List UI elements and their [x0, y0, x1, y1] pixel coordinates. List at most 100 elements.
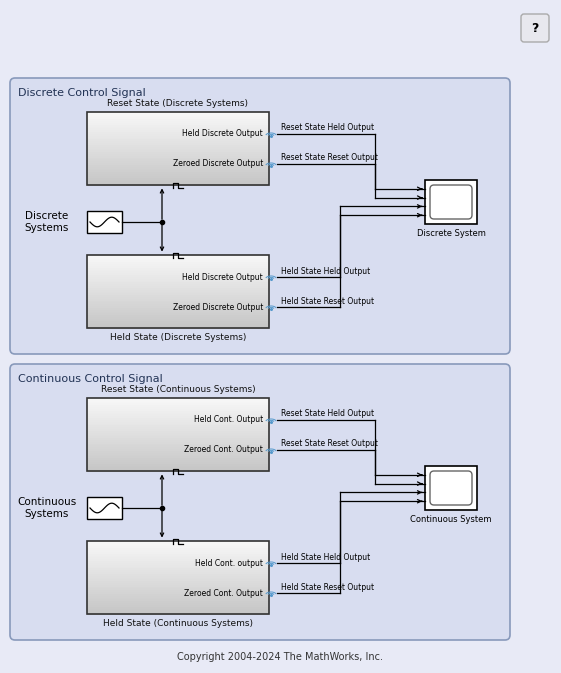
Bar	[87, 431, 269, 433]
Bar	[87, 444, 269, 446]
Bar	[87, 592, 269, 594]
Bar	[87, 405, 269, 408]
Bar	[87, 559, 269, 561]
Bar	[87, 258, 269, 261]
Bar	[87, 262, 269, 264]
Bar	[87, 556, 269, 558]
Bar	[87, 416, 269, 419]
FancyBboxPatch shape	[430, 471, 472, 505]
Text: Held State (Discrete Systems): Held State (Discrete Systems)	[110, 332, 246, 341]
Bar	[87, 462, 269, 464]
Bar	[87, 409, 269, 411]
Bar	[87, 572, 269, 574]
Bar	[87, 174, 269, 176]
Bar	[87, 277, 269, 279]
Bar	[87, 570, 269, 573]
Bar	[87, 310, 269, 312]
Bar	[425, 466, 477, 510]
Text: Zeroed Cont. Output: Zeroed Cont. Output	[184, 588, 263, 598]
Text: Zeroed Cont. Output: Zeroed Cont. Output	[184, 446, 263, 454]
Text: Discrete
Systems: Discrete Systems	[25, 211, 69, 233]
Text: Reset State Reset Output: Reset State Reset Output	[281, 153, 378, 162]
Bar	[87, 141, 269, 143]
Text: Reset State Held Output: Reset State Held Output	[281, 124, 374, 133]
Bar	[87, 411, 269, 413]
Bar	[87, 605, 269, 607]
Bar	[87, 436, 269, 439]
Bar	[87, 425, 269, 428]
FancyBboxPatch shape	[10, 78, 510, 354]
Bar	[87, 594, 269, 596]
Bar	[87, 281, 269, 283]
Bar	[87, 160, 269, 162]
Bar	[87, 544, 269, 547]
Bar	[87, 137, 269, 140]
Bar	[87, 279, 269, 281]
Bar	[87, 574, 269, 576]
Bar	[87, 284, 269, 287]
Bar	[87, 134, 269, 136]
Bar	[87, 557, 269, 560]
Bar	[87, 422, 269, 424]
Bar	[87, 456, 269, 459]
Bar	[87, 554, 269, 556]
Text: Continuous Control Signal: Continuous Control Signal	[18, 374, 163, 384]
Bar	[87, 567, 269, 569]
Bar	[87, 180, 269, 182]
Bar	[87, 156, 269, 158]
Bar	[87, 469, 269, 472]
Bar	[87, 270, 269, 272]
Bar	[87, 467, 269, 470]
Bar	[87, 319, 269, 321]
Bar	[87, 569, 269, 571]
Bar	[87, 407, 269, 409]
Text: Held Cont. Output: Held Cont. Output	[194, 415, 263, 425]
Bar	[87, 255, 269, 328]
Bar	[87, 157, 269, 160]
Bar	[87, 600, 269, 602]
Bar	[87, 273, 269, 275]
Bar	[87, 260, 269, 262]
Bar	[87, 165, 269, 168]
Bar	[87, 211, 122, 233]
Bar	[87, 402, 269, 404]
Bar	[87, 112, 269, 185]
Bar	[87, 579, 269, 581]
Bar	[87, 129, 269, 131]
Bar	[87, 587, 269, 589]
Text: Held Discrete Output: Held Discrete Output	[182, 273, 263, 281]
Bar	[87, 172, 269, 174]
Bar	[87, 326, 269, 328]
Bar	[87, 563, 269, 565]
Bar	[87, 170, 269, 173]
Bar	[87, 583, 269, 586]
Bar	[87, 497, 122, 519]
Bar	[87, 147, 269, 149]
Bar	[87, 588, 269, 591]
Bar	[87, 596, 269, 598]
Bar	[87, 601, 269, 604]
Bar	[87, 466, 269, 468]
Text: Zeroed Discrete Output: Zeroed Discrete Output	[173, 160, 263, 168]
Bar	[87, 400, 269, 402]
Text: Held State (Continuous Systems): Held State (Continuous Systems)	[103, 618, 253, 627]
Bar	[87, 423, 269, 426]
Bar	[87, 136, 269, 138]
Bar	[87, 288, 269, 290]
Text: ?: ?	[531, 22, 539, 34]
Bar	[87, 606, 269, 609]
Bar	[87, 451, 269, 453]
Bar	[87, 266, 269, 269]
Bar	[87, 552, 269, 555]
Bar	[87, 291, 269, 294]
FancyBboxPatch shape	[430, 185, 472, 219]
Bar	[87, 302, 269, 305]
Bar	[87, 123, 269, 125]
Bar	[87, 418, 269, 421]
Bar	[87, 268, 269, 270]
Text: Held State Reset Output: Held State Reset Output	[281, 583, 374, 592]
Bar	[87, 132, 269, 135]
Bar	[87, 293, 269, 295]
Bar	[87, 163, 269, 166]
Bar	[87, 548, 269, 551]
